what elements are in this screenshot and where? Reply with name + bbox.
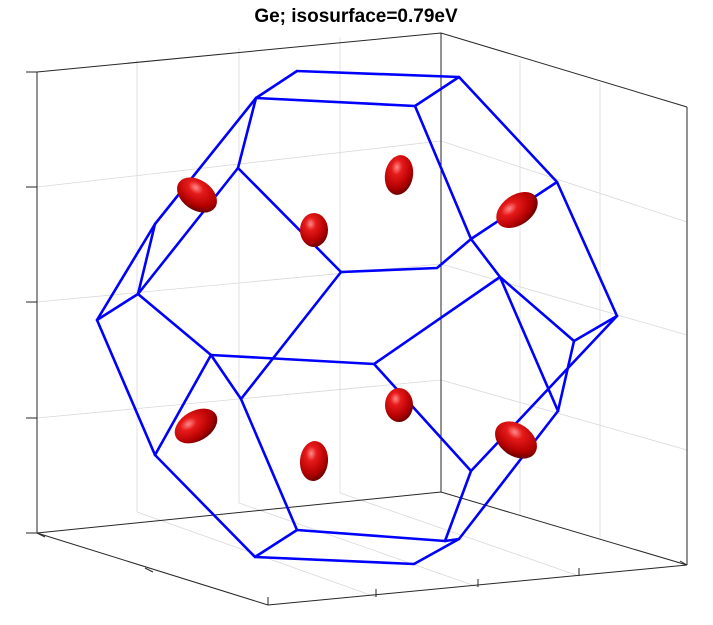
axis-ticks — [26, 71, 688, 605]
pocket-upper-center — [300, 213, 328, 247]
brillouin-zone-wireframe — [95, 69, 619, 566]
isosurface-pockets — [174, 155, 538, 481]
pocket-upper-left — [177, 177, 217, 213]
axes-box — [36, 32, 688, 606]
figure-title: Ge; isosurface=0.79eV — [254, 6, 458, 27]
pocket-top-center — [384, 155, 414, 195]
grid-lines — [36, 37, 688, 598]
pocket-upper-right — [496, 191, 538, 229]
pocket-lower-center — [385, 388, 413, 422]
pocket-bottom-center — [299, 441, 329, 481]
pocket-lower-left — [174, 408, 218, 444]
pocket-lower-right — [495, 421, 537, 459]
